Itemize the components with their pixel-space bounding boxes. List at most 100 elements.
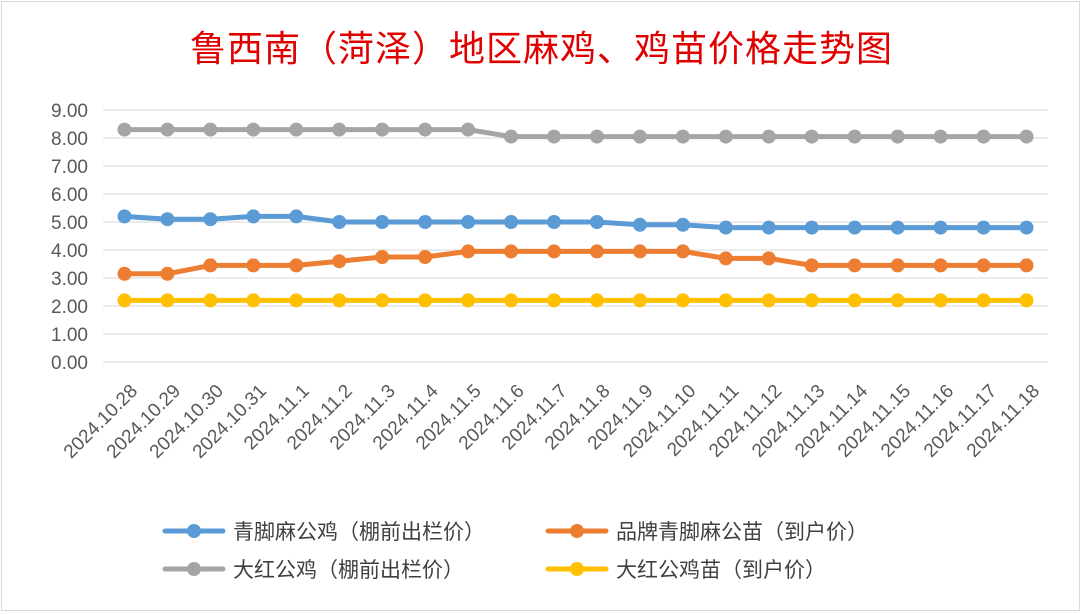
data-point bbox=[203, 212, 218, 227]
data-point bbox=[718, 129, 733, 144]
data-point bbox=[504, 293, 519, 308]
data-point bbox=[589, 244, 604, 259]
data-point bbox=[461, 215, 476, 229]
chart-title: 鲁西南（菏泽）地区麻鸡、鸡苗价格走势图 bbox=[189, 29, 893, 70]
data-point bbox=[117, 122, 132, 137]
y-tick-label: 8.00 bbox=[51, 129, 88, 150]
data-point bbox=[933, 258, 948, 273]
data-point bbox=[547, 215, 562, 229]
series-line bbox=[122, 213, 1029, 231]
data-point bbox=[504, 129, 519, 144]
data-point bbox=[203, 122, 218, 137]
data-point bbox=[976, 220, 991, 235]
data-point bbox=[1019, 293, 1034, 308]
data-point bbox=[160, 212, 175, 227]
data-point bbox=[804, 220, 819, 235]
series-line bbox=[122, 127, 1029, 140]
data-point bbox=[160, 293, 175, 308]
data-point bbox=[289, 258, 304, 273]
data-point bbox=[289, 209, 304, 224]
data-point bbox=[632, 293, 647, 308]
data-point bbox=[375, 293, 390, 308]
data-point bbox=[117, 293, 132, 308]
data-point bbox=[1019, 258, 1034, 273]
data-point bbox=[332, 293, 347, 308]
legend-swatch-marker bbox=[187, 524, 201, 538]
data-point bbox=[890, 293, 905, 308]
data-point bbox=[547, 293, 562, 308]
data-point bbox=[375, 250, 390, 264]
data-point bbox=[933, 293, 948, 308]
data-point bbox=[976, 129, 991, 144]
data-point bbox=[461, 122, 476, 137]
data-point bbox=[804, 258, 819, 273]
legend-label: 青脚麻公鸡（棚前出栏价） bbox=[233, 520, 485, 544]
legend-swatch-marker bbox=[570, 524, 584, 538]
data-point bbox=[890, 220, 905, 235]
data-point bbox=[589, 215, 604, 229]
data-point bbox=[461, 293, 476, 308]
legend-swatch-marker bbox=[187, 562, 201, 576]
data-point bbox=[761, 293, 776, 308]
data-point bbox=[160, 266, 175, 281]
data-point bbox=[761, 251, 776, 266]
data-point bbox=[246, 209, 261, 224]
data-point bbox=[847, 129, 862, 144]
data-point bbox=[117, 209, 132, 224]
data-point bbox=[504, 244, 519, 259]
data-point bbox=[718, 251, 733, 266]
data-point bbox=[461, 244, 476, 259]
y-tick-label: 2.00 bbox=[51, 297, 88, 318]
data-point bbox=[246, 122, 261, 137]
data-point bbox=[203, 293, 218, 308]
data-point bbox=[203, 258, 218, 273]
data-point bbox=[718, 220, 733, 235]
data-point bbox=[933, 129, 948, 144]
data-point bbox=[504, 215, 519, 229]
data-point bbox=[589, 293, 604, 308]
data-point bbox=[547, 129, 562, 144]
data-point bbox=[804, 293, 819, 308]
y-tick-label: 5.00 bbox=[51, 213, 88, 234]
data-point bbox=[847, 258, 862, 273]
data-point bbox=[976, 293, 991, 308]
data-point bbox=[890, 258, 905, 273]
legend-label: 大红公鸡（棚前出栏价） bbox=[233, 558, 464, 582]
series-line bbox=[122, 248, 1029, 277]
data-point bbox=[375, 122, 390, 137]
data-point bbox=[1019, 220, 1034, 235]
legend-label: 品牌青脚麻公苗（到户价） bbox=[616, 520, 868, 544]
data-point bbox=[289, 293, 304, 308]
data-point bbox=[418, 215, 433, 229]
data-point bbox=[675, 129, 690, 144]
y-tick-label: 4.00 bbox=[51, 241, 88, 262]
legend-label: 大红公鸡苗（到户价） bbox=[616, 558, 826, 582]
data-point bbox=[289, 122, 304, 137]
data-point bbox=[332, 122, 347, 137]
y-tick-label: 7.00 bbox=[51, 157, 88, 178]
data-point bbox=[589, 129, 604, 144]
data-point bbox=[890, 129, 905, 144]
data-point bbox=[804, 129, 819, 144]
data-point bbox=[547, 244, 562, 259]
data-point bbox=[632, 244, 647, 259]
data-point bbox=[675, 293, 690, 308]
data-point bbox=[847, 220, 862, 235]
data-point bbox=[675, 217, 690, 232]
data-point bbox=[933, 220, 948, 235]
data-point bbox=[632, 129, 647, 144]
data-point bbox=[332, 215, 347, 229]
data-point bbox=[375, 215, 390, 229]
data-point bbox=[160, 122, 175, 137]
data-point bbox=[1019, 129, 1034, 144]
data-point bbox=[246, 258, 261, 273]
data-point bbox=[246, 293, 261, 308]
data-point bbox=[632, 217, 647, 232]
legend-swatch-marker bbox=[570, 562, 584, 576]
data-point bbox=[976, 258, 991, 273]
data-point bbox=[675, 244, 690, 259]
data-point bbox=[332, 254, 347, 269]
data-point bbox=[418, 293, 433, 308]
y-tick-label: 3.00 bbox=[51, 269, 88, 290]
